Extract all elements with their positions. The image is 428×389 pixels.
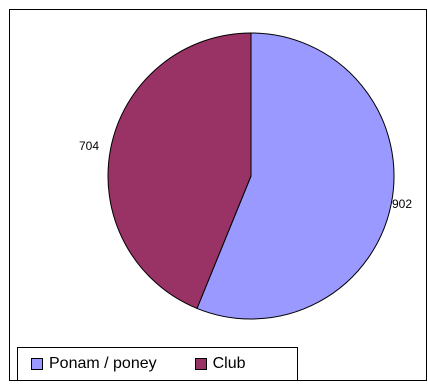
pie-slice-club [107,32,252,310]
data-label-club: 704 [79,139,100,153]
data-label-ponam: 902 [392,197,413,211]
legend-swatch-club [194,358,207,370]
legend-item-club: Club [194,355,246,373]
legend-label-ponam: Ponam / poney [49,355,157,372]
legend-swatch-ponam [31,358,43,370]
legend-item-ponam: Ponam / poney [31,355,157,373]
legend-label-club: Club [212,355,246,372]
pie-slice-ponam [196,32,395,320]
legend: Ponam / poney Club [17,347,298,381]
